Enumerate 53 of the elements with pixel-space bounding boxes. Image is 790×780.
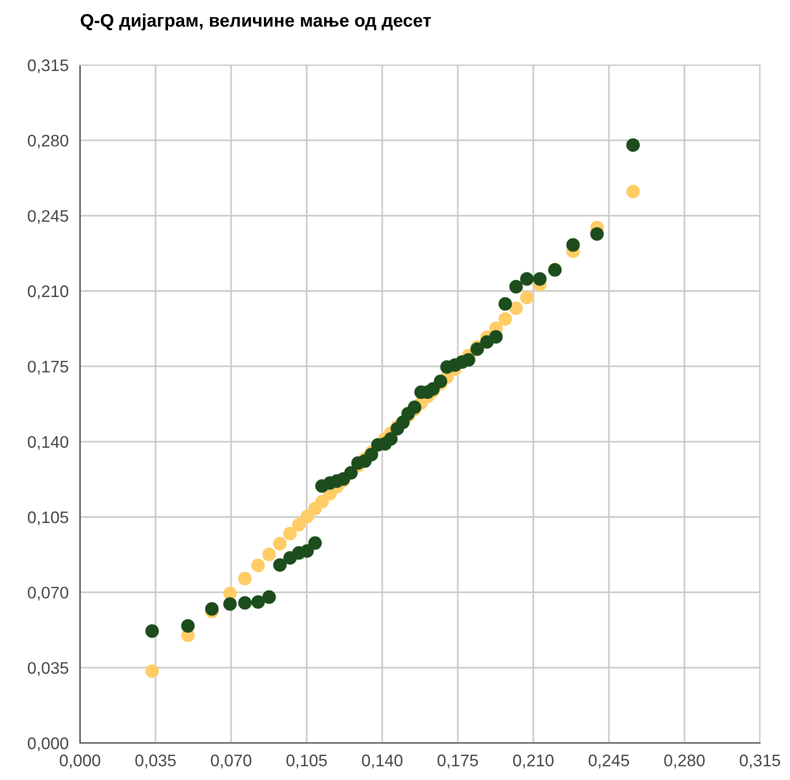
point [273, 536, 287, 550]
point [498, 312, 512, 326]
point [566, 238, 580, 252]
x-tick-label: 0,245 [588, 754, 630, 768]
point [489, 330, 503, 344]
point [308, 536, 322, 550]
point [205, 602, 219, 616]
point [520, 272, 534, 286]
y-tick-label: 0,070 [28, 586, 68, 601]
point [626, 184, 640, 198]
y-tick-label: 0,105 [28, 511, 68, 526]
point [223, 597, 237, 611]
x-tick-label: 0,035 [135, 754, 176, 768]
point [590, 227, 604, 241]
y-tick-label: 0,140 [28, 436, 68, 450]
point [520, 290, 534, 304]
x-tick-label: 0,105 [286, 754, 327, 768]
point [509, 301, 523, 315]
y-tick-label: 0,035 [28, 662, 68, 676]
point [509, 280, 523, 294]
y-tick-label: 0,315 [28, 59, 68, 74]
point [273, 558, 287, 572]
point [251, 558, 265, 572]
point [533, 272, 547, 286]
point [238, 596, 252, 610]
y-tick-label: 0,175 [28, 360, 68, 375]
x-tick-label: 0,070 [210, 754, 252, 768]
x-tick-label: 0,140 [362, 754, 402, 768]
x-tick-label: 0,280 [664, 754, 705, 768]
y-tick-label: 0,000 [28, 737, 68, 752]
x-tick-label: 0,175 [438, 754, 478, 768]
chart-title: Q-Q дијаграм, величине мање од десет [80, 14, 431, 30]
point [384, 432, 398, 446]
x-tick-label: 0,000 [60, 754, 100, 768]
point [262, 590, 276, 604]
y-tick-label: 0,245 [28, 210, 68, 224]
point [145, 664, 159, 678]
x-tick-label: 0,210 [513, 754, 554, 768]
point [262, 548, 276, 562]
point [292, 518, 306, 532]
point [498, 297, 512, 311]
point [145, 624, 159, 638]
x-tick-label: 0,315 [740, 754, 780, 768]
point [283, 526, 297, 540]
point [238, 572, 252, 586]
point [462, 353, 476, 367]
point [251, 595, 265, 609]
y-tick-label: 0,210 [28, 285, 68, 300]
point [315, 494, 329, 508]
point [626, 138, 640, 152]
point [300, 510, 314, 524]
y-tick-label: 0,280 [28, 134, 68, 149]
point [181, 619, 195, 633]
